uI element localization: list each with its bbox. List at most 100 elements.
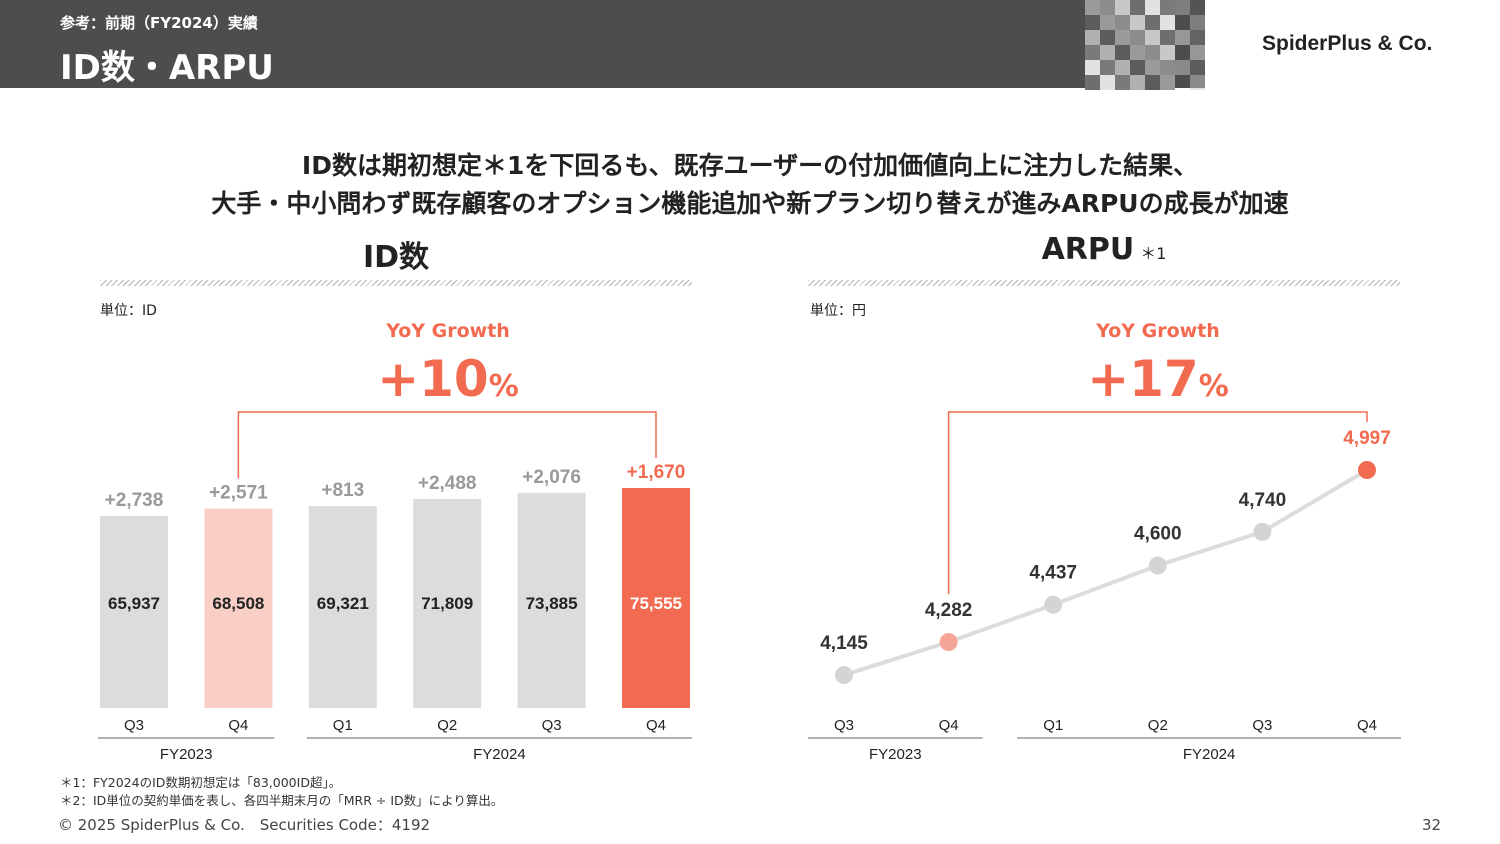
- mosaic-tile: [1160, 30, 1175, 45]
- id-bar-value-label: 65,937: [108, 594, 160, 613]
- mosaic-tile: [1130, 75, 1145, 90]
- id-x-tick-label: Q4: [646, 717, 666, 734]
- mosaic-tile: [1145, 15, 1160, 30]
- mosaic-tile: [1130, 30, 1145, 45]
- id-bar: [100, 516, 168, 708]
- mosaic-tile: [1175, 30, 1190, 45]
- arpu-x-tick-label: Q4: [1357, 717, 1377, 734]
- mosaic-tile: [1145, 0, 1160, 15]
- mosaic-tile: [1115, 60, 1130, 75]
- id-increment-label: +2,076: [522, 467, 581, 488]
- headline-line-2: 大手・中小問わず既存顧客のオプション機能追加や新プラン切り替えが進みARPUの成…: [211, 189, 1289, 218]
- arpu-point: [1148, 556, 1167, 575]
- id-bar: [204, 508, 273, 708]
- id-bar: [517, 492, 586, 708]
- id-increment-label: +2,488: [418, 473, 477, 494]
- arpu-line: [843, 468, 1369, 677]
- arpu-value-label: 4,997: [1343, 428, 1391, 449]
- footnote-2: ＊2：ID単位の契約単価を表し、各四半期末月の「MRR ÷ ID数」により算出。: [60, 793, 504, 808]
- mosaic-tile: [1160, 45, 1175, 60]
- header-subtitle: 参考：前期（FY2024）実績: [60, 14, 258, 32]
- mosaic-tile: [1145, 30, 1160, 45]
- id-yoy-bracket: [237, 411, 657, 479]
- arpu-yoy-value: +17%: [1038, 350, 1278, 408]
- arpu-group-label: FY2023: [869, 746, 922, 763]
- arpu-value-label: 4,600: [1134, 524, 1182, 545]
- id-chart-divider: [100, 280, 692, 286]
- id-x-tick-label: Q4: [228, 717, 248, 734]
- mosaic-tile: [1085, 45, 1100, 60]
- mosaic-tile: [1100, 30, 1115, 45]
- mosaic-tile: [1100, 15, 1115, 30]
- arpu-x-tick-label: Q1: [1043, 717, 1063, 734]
- mosaic-tile: [1190, 75, 1205, 90]
- id-increment-label: +2,738: [105, 490, 164, 511]
- mosaic-tile: [1160, 0, 1175, 15]
- mosaic-tile: [1130, 15, 1145, 30]
- arpu-x-tick-label: Q2: [1148, 717, 1168, 734]
- footnote-1: ＊1：FY2024のID数期初想定は「83,000ID超」。: [60, 775, 342, 790]
- mosaic-tile: [1100, 0, 1115, 15]
- arpu-value-label: 4,145: [820, 633, 868, 654]
- arpu-yoy-label: YoY Growth: [1096, 320, 1220, 342]
- mosaic-tile: [1175, 60, 1190, 75]
- id-bar: [622, 488, 690, 708]
- headline-line-1: ID数は期初想定＊1を下回るも、既存ユーザーの付加価値向上に注力した結果、: [301, 151, 1199, 180]
- id-chart-title-text: ID数: [362, 240, 430, 275]
- mosaic-tile: [1100, 45, 1115, 60]
- id-chart-unit: 単位：ID: [100, 303, 157, 319]
- id-bar: [308, 506, 377, 708]
- header-logo-area: [1205, 0, 1500, 88]
- header-bar: 参考：前期（FY2024）実績 ID数・ARPU: [0, 0, 1500, 90]
- id-yoy-label: YoY Growth: [386, 320, 510, 342]
- id-chart-title: ID数: [296, 232, 496, 276]
- copyright: © 2025 SpiderPlus & Co. Securities Code：…: [58, 816, 431, 834]
- id-bar-value-label: 75,555: [630, 594, 682, 613]
- arpu-chart-unit: 単位：円: [810, 303, 866, 319]
- mosaic-tile: [1130, 60, 1145, 75]
- arpu-value-label: 4,282: [925, 600, 973, 621]
- mosaic-tile: [1085, 75, 1100, 90]
- arpu-x-tick-label: Q4: [939, 717, 959, 734]
- mosaic-tile: [1190, 45, 1205, 60]
- id-group-label: FY2024: [473, 746, 526, 763]
- arpu-x-tick-label: Q3: [1252, 717, 1272, 734]
- mosaic-tile: [1160, 60, 1175, 75]
- page-number: 32: [1422, 816, 1442, 834]
- arpu-yoy-bracket: [947, 411, 1368, 595]
- id-bar-value-label: 69,321: [317, 594, 369, 613]
- mosaic-tile: [1190, 30, 1205, 45]
- mosaic-tile: [1115, 15, 1130, 30]
- id-x-tick-label: Q1: [333, 717, 353, 734]
- id-increment-label: +1,670: [627, 462, 686, 483]
- mosaic-tile: [1100, 60, 1115, 75]
- mosaic-tile: [1085, 15, 1100, 30]
- mosaic-tile: [1190, 60, 1205, 75]
- id-increment-label: +2,571: [209, 483, 268, 504]
- id-yoy-number: +10: [377, 350, 489, 408]
- mosaic-tile: [1160, 75, 1175, 90]
- mosaic-tile: [1190, 0, 1205, 15]
- mosaic-tile: [1145, 75, 1160, 90]
- arpu-point: [939, 633, 958, 652]
- mosaic-tile: [1190, 15, 1205, 30]
- id-bar-value-label: 73,885: [526, 594, 578, 613]
- arpu-chart-title-text: ARPU: [1041, 232, 1135, 267]
- id-x-tick-label: Q3: [542, 717, 562, 734]
- id-x-tick-label: Q3: [124, 717, 144, 734]
- arpu-point: [1358, 461, 1376, 479]
- mosaic-tile: [1115, 30, 1130, 45]
- mosaic-tile: [1145, 45, 1160, 60]
- arpu-yoy-number: +17: [1087, 350, 1199, 408]
- mosaic-tile: [1085, 0, 1100, 15]
- arpu-group-label: FY2024: [1183, 746, 1236, 763]
- arpu-chart-title: ARPU ＊1: [1004, 232, 1204, 267]
- id-group-label: FY2023: [160, 746, 213, 763]
- company-logo: SpiderPlus & Co.: [1262, 32, 1433, 55]
- arpu-title-note: ＊1: [1140, 244, 1167, 263]
- mosaic-tile: [1130, 45, 1145, 60]
- id-bar: [413, 498, 482, 708]
- id-bar-value-label: 71,809: [421, 594, 473, 613]
- mosaic-tile: [1115, 45, 1130, 60]
